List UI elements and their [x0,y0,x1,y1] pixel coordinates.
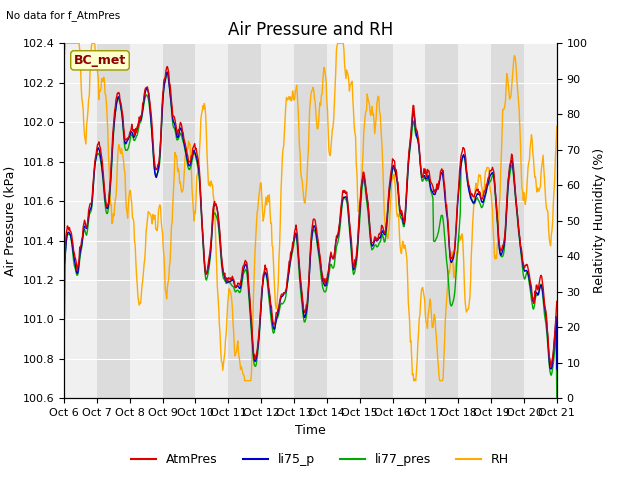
AtmPres [60,269,68,275]
li77_pres [169,121,177,127]
RH [352,134,360,140]
li75_p [399,221,407,227]
Bar [97,43,130,398]
Bar [491,43,524,398]
RH [61,40,69,46]
li75_p [508,159,516,165]
li77_pres [190,150,198,156]
Y-axis label: Relativity Humidity (%): Relativity Humidity (%) [593,148,606,293]
RH [60,59,68,64]
li75_p [60,366,68,372]
li77_pres [399,224,407,229]
Text: No data for f_AtmPres: No data for f_AtmPres [6,10,121,21]
li77_pres [303,309,311,314]
RH [169,201,177,207]
X-axis label: Time: Time [295,424,326,437]
Line: AtmPres: AtmPres [64,67,557,366]
li75_p [163,69,171,75]
AtmPres [303,302,311,308]
AtmPres [169,114,177,120]
li75_p [190,147,198,153]
li77_pres [553,396,561,401]
li75_p [169,116,177,122]
li77_pres [351,268,359,274]
AtmPres [508,153,516,159]
Line: li75_p: li75_p [64,72,557,369]
Line: RH: RH [64,43,557,381]
Legend: AtmPres, li75_p, li77_pres, RH: AtmPres, li75_p, li77_pres, RH [126,448,514,471]
Bar [557,43,589,398]
Bar [294,43,327,398]
Bar [163,43,195,398]
li75_p [553,366,561,372]
Line: li77_pres: li77_pres [64,74,557,398]
AtmPres [547,363,555,369]
li75_p [351,264,359,269]
RH [553,123,561,129]
RH [304,158,312,164]
AtmPres [553,299,561,304]
AtmPres [163,64,171,70]
Bar [360,43,392,398]
Y-axis label: Air Pressure (kPa): Air Pressure (kPa) [4,166,17,276]
AtmPres [190,143,198,148]
RH [401,246,408,252]
Bar [228,43,261,398]
AtmPres [399,216,407,222]
li77_pres [163,71,171,77]
Text: BC_met: BC_met [74,54,126,67]
RH [509,68,517,73]
RH [190,218,198,224]
Bar [426,43,458,398]
RH [241,378,248,384]
li75_p [303,304,311,310]
AtmPres [351,257,359,263]
Title: Air Pressure and RH: Air Pressure and RH [228,21,393,39]
li77_pres [508,163,516,168]
li77_pres [60,396,68,401]
